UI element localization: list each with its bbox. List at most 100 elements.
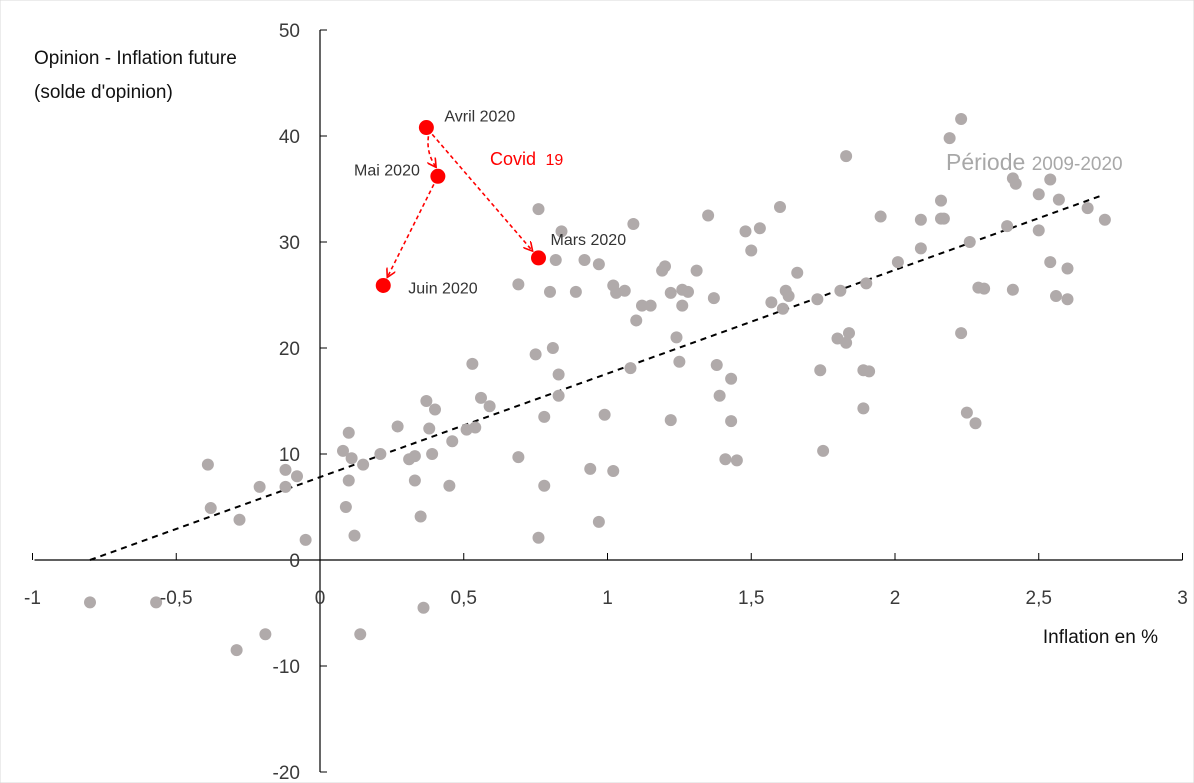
arrow-avril-mars: [431, 133, 532, 250]
x-tick-label: -0,5: [160, 588, 193, 609]
history-point: [659, 260, 671, 273]
history-point: [707, 292, 720, 305]
history-point: [834, 284, 847, 297]
history-point: [676, 299, 689, 312]
x-tick-label: 0,5: [451, 588, 477, 609]
history-point: [713, 389, 726, 402]
y-tick-label: -20: [273, 763, 300, 783]
history-point: [624, 362, 637, 375]
history-point: [532, 531, 545, 544]
history-point: [791, 266, 804, 279]
history-point: [978, 282, 991, 295]
history-point: [969, 417, 982, 430]
history-point: [423, 422, 436, 435]
history-point: [1032, 224, 1045, 237]
history-point: [592, 515, 605, 528]
history-point: [342, 474, 355, 487]
history-point: [483, 400, 496, 413]
history-point: [1098, 213, 1111, 226]
covid-annotation: Covid 19: [490, 149, 563, 169]
history-point: [446, 435, 459, 448]
covid-point: [430, 168, 446, 184]
history-point: [569, 285, 582, 298]
history-point: [719, 453, 732, 466]
history-point: [253, 480, 266, 493]
history-point: [673, 355, 686, 368]
x-tick-label: 2: [890, 588, 901, 609]
history-point: [546, 342, 559, 354]
period-annotation: Période 2009-2020: [946, 149, 1123, 175]
history-point: [233, 513, 246, 526]
history-point: [408, 450, 421, 463]
arrow-mai-juin: [388, 183, 435, 276]
history-point: [811, 293, 824, 306]
y-tick-label: 10: [279, 445, 300, 466]
history-point: [914, 213, 927, 226]
history-point: [840, 336, 853, 349]
history-point: [863, 365, 876, 378]
x-tick-label: 0: [315, 588, 326, 609]
x-tick-label: 1,5: [738, 588, 764, 609]
x-tick-label: -1: [24, 588, 41, 609]
history-point: [960, 406, 973, 419]
history-point: [1050, 290, 1062, 303]
covid-point: [375, 277, 391, 293]
x-axis-title: Inflation en %: [1043, 627, 1158, 648]
history-point: [408, 474, 421, 487]
history-point: [512, 278, 525, 291]
covid-annotation-number: 19: [545, 152, 563, 169]
history-point: [1032, 188, 1045, 201]
history-point: [374, 448, 387, 460]
history-point: [702, 209, 715, 222]
history-point: [230, 644, 243, 657]
history-point: [552, 368, 565, 381]
history-point: [955, 113, 968, 126]
history-point: [549, 254, 562, 267]
history-point: [555, 225, 568, 238]
history-point: [598, 408, 611, 421]
history-point: [475, 391, 487, 404]
history-point: [339, 501, 352, 513]
history-point: [414, 510, 427, 523]
history-point: [279, 480, 292, 493]
y-tick-label: -10: [273, 657, 300, 678]
history-point: [1006, 283, 1019, 296]
arrow-avril-mai: [428, 136, 436, 166]
history-point: [552, 389, 565, 402]
history-point: [664, 286, 677, 299]
history-point: [690, 264, 703, 277]
history-point: [730, 454, 743, 467]
history-point: [935, 194, 947, 207]
covid-annotation-word: Covid: [490, 149, 536, 169]
history-point: [1061, 293, 1074, 306]
history-point: [466, 357, 479, 370]
history-point: [354, 628, 367, 641]
history-point: [1001, 220, 1014, 233]
history-point: [544, 285, 556, 298]
history-point: [391, 420, 404, 433]
x-tick-label: 2,5: [1026, 588, 1052, 609]
history-point: [776, 302, 789, 315]
history-point: [814, 364, 827, 377]
history-point: [618, 284, 631, 297]
history-point: [644, 299, 657, 312]
y-axis-title-line-1: Opinion - Inflation future: [34, 48, 237, 69]
y-tick-label: 30: [279, 233, 300, 254]
history-point: [739, 225, 752, 238]
history-point: [529, 348, 542, 361]
history-point: [1081, 202, 1094, 215]
history-point: [291, 470, 303, 483]
history-point: [774, 201, 786, 214]
y-tick-label: 20: [279, 339, 300, 360]
covid-point-label: Mai 2020: [354, 162, 420, 179]
trend-line: [89, 194, 1103, 561]
history-point: [469, 421, 482, 434]
history-point: [279, 463, 292, 476]
history-point: [963, 236, 976, 248]
history-point: [204, 502, 217, 515]
history-point: [578, 254, 591, 267]
history-point: [636, 299, 648, 312]
x-tick-label: 3: [1177, 588, 1188, 609]
covid-point: [531, 250, 546, 266]
history-point: [443, 479, 456, 492]
